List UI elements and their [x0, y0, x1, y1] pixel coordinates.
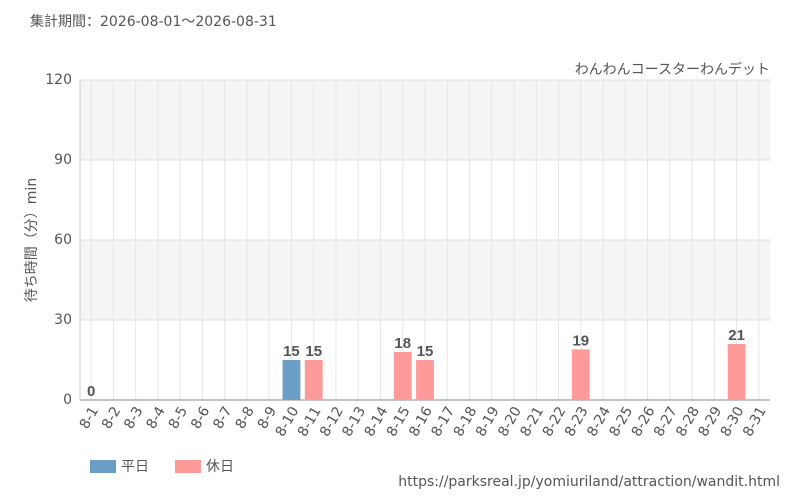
legend-label: 平日: [121, 459, 149, 475]
x-tick-label: 8-7: [210, 404, 235, 432]
y-tick-label: 30: [54, 312, 72, 328]
y-axis-label: 待ち時間（分）min: [24, 178, 40, 302]
value-label: 15: [283, 343, 300, 360]
value-label: 0: [87, 383, 95, 400]
x-tick-label: 8-3: [121, 404, 146, 432]
x-tick-label: 8-4: [144, 404, 169, 432]
x-tick-label: 8-8: [233, 404, 258, 432]
bar: [416, 360, 434, 400]
x-tick-label: 8-1: [77, 404, 102, 432]
legend-swatch: [175, 460, 201, 473]
value-label: 19: [572, 332, 589, 349]
value-label: 18: [394, 335, 411, 352]
bar: [727, 344, 746, 400]
legend-label: 休日: [206, 459, 234, 475]
bar: [304, 360, 323, 400]
x-tick-label: 8-31: [740, 404, 770, 440]
value-label: 15: [417, 343, 434, 360]
y-tick-label: 0: [63, 392, 72, 408]
bar: [571, 349, 590, 400]
y-tick-label: 120: [45, 72, 72, 88]
x-tick-label: 8-2: [99, 404, 124, 432]
y-tick-label: 90: [54, 152, 72, 168]
chart-subtitle: わんわんコースターわんデット: [575, 61, 770, 78]
source-url: https://parksreal.jp/yomiuriland/attract…: [398, 474, 780, 490]
value-label: 21: [728, 327, 745, 344]
value-label: 15: [305, 343, 322, 360]
y-tick-label: 60: [54, 232, 72, 248]
x-tick-label: 8-6: [188, 404, 213, 432]
x-tick-label: 8-5: [166, 404, 191, 432]
bar: [282, 360, 301, 400]
chart-title: 集計期間：2026-08-01～2026-08-31: [30, 13, 277, 30]
bar: [393, 352, 412, 400]
legend-swatch: [90, 460, 116, 473]
